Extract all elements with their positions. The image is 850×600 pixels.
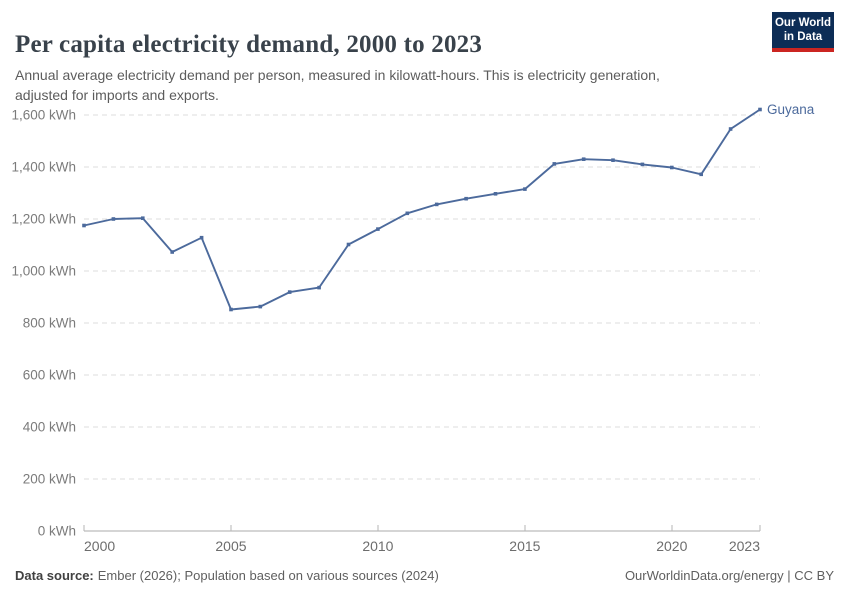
- data-point[interactable]: [581, 157, 586, 161]
- data-point[interactable]: [258, 304, 263, 309]
- data-point[interactable]: [405, 211, 410, 216]
- data-point[interactable]: [670, 165, 674, 170]
- data-point[interactable]: [376, 227, 380, 231]
- data-point[interactable]: [640, 162, 645, 167]
- data-point[interactable]: [552, 162, 557, 166]
- data-point[interactable]: [170, 250, 174, 254]
- x-tick-label: 2023: [729, 538, 760, 554]
- data-point[interactable]: [199, 235, 204, 240]
- chart-subtitle: Annual average electricity demand per pe…: [15, 67, 660, 103]
- x-tick-label: 2010: [362, 538, 393, 554]
- data-point[interactable]: [728, 127, 733, 131]
- data-point[interactable]: [434, 202, 439, 207]
- x-tick-label: 2015: [509, 538, 540, 554]
- owid-logo-text-line1: Our World: [774, 17, 831, 29]
- data-source-note: Data source: Ember (2026); Population bas…: [15, 568, 439, 583]
- data-point[interactable]: [611, 158, 615, 162]
- y-tick-label: 200 kWh: [23, 472, 76, 487]
- y-tick-label: 400 kWh: [23, 420, 76, 435]
- data-point[interactable]: [141, 216, 145, 220]
- data-point[interactable]: [229, 307, 233, 312]
- y-tick-label: 1,000 kWh: [11, 264, 76, 279]
- owid-logo-text-line2: in Data: [783, 30, 823, 43]
- y-tick-label: 1,200 kWh: [11, 212, 76, 227]
- chart-title: Per capita electricity demand, 2000 to 2…: [15, 30, 483, 58]
- trend-line[interactable]: [83, 108, 761, 311]
- data-point[interactable]: [317, 285, 321, 290]
- data-point[interactable]: [758, 107, 762, 112]
- data-point[interactable]: [287, 290, 292, 294]
- data-point[interactable]: [699, 172, 703, 177]
- data-point[interactable]: [493, 192, 498, 196]
- y-tick-label: 1,600 kWh: [11, 108, 76, 123]
- data-source-text: Ember (2026); Population based on variou…: [97, 568, 439, 583]
- x-tick-label: 2000: [84, 538, 115, 554]
- owid-logo[interactable]: Our World in Data: [772, 12, 834, 52]
- data-point[interactable]: [346, 242, 351, 247]
- data-point[interactable]: [82, 223, 86, 228]
- data-point[interactable]: [464, 196, 468, 201]
- data-point[interactable]: [111, 217, 116, 221]
- series-label-guyana[interactable]: Guyana: [767, 102, 815, 117]
- data-point[interactable]: [523, 187, 527, 191]
- y-tick-label: 800 kWh: [23, 316, 76, 331]
- y-tick-label: 0 kWh: [38, 524, 76, 539]
- chart-footer: Data source: Ember (2026); Population bas…: [0, 568, 850, 590]
- y-tick-label: 600 kWh: [23, 368, 76, 383]
- x-tick-label: 2005: [215, 538, 246, 554]
- y-tick-label: 1,400 kWh: [11, 160, 76, 175]
- x-tick-label: 2020: [656, 538, 687, 554]
- data-source-label: Data source:: [15, 568, 94, 583]
- credit-link[interactable]: OurWorldinData.org/energy | CC BY: [624, 568, 834, 583]
